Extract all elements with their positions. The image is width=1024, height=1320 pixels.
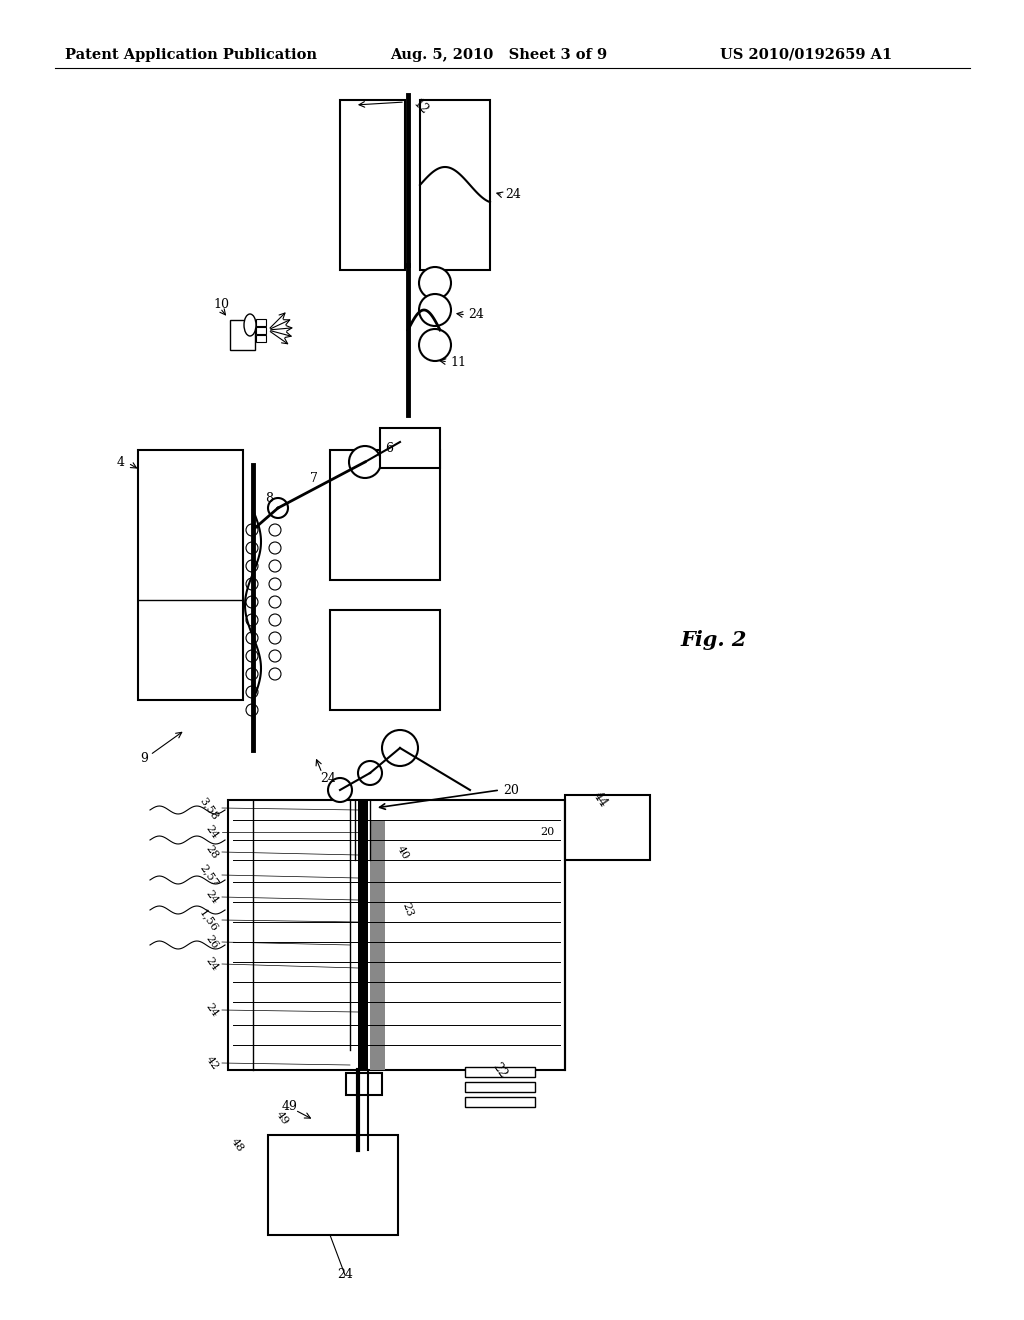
Circle shape	[246, 524, 258, 536]
Text: 22: 22	[490, 1060, 510, 1080]
Text: 9: 9	[140, 751, 147, 764]
Circle shape	[246, 704, 258, 715]
Circle shape	[358, 762, 382, 785]
Text: 49: 49	[273, 1109, 290, 1127]
Circle shape	[269, 649, 281, 663]
Text: Fig. 2: Fig. 2	[680, 630, 746, 649]
Text: 24: 24	[204, 824, 220, 841]
Bar	[230, 319, 255, 350]
Bar	[420, 100, 490, 271]
Text: 40: 40	[395, 845, 411, 862]
Text: 20: 20	[503, 784, 519, 796]
Bar	[256, 327, 266, 334]
Text: 11: 11	[450, 355, 466, 368]
Circle shape	[246, 560, 258, 572]
Circle shape	[382, 730, 418, 766]
Text: 44: 44	[590, 789, 610, 810]
Text: 8: 8	[265, 491, 273, 504]
Bar	[228, 800, 565, 1071]
Text: 6: 6	[385, 441, 393, 454]
Text: 24: 24	[204, 956, 220, 973]
Text: 24: 24	[468, 309, 484, 322]
Circle shape	[269, 614, 281, 626]
Circle shape	[246, 668, 258, 680]
Text: 26: 26	[204, 933, 220, 950]
Circle shape	[246, 597, 258, 609]
Circle shape	[349, 446, 381, 478]
Bar	[565, 795, 650, 861]
Bar	[465, 1082, 535, 1092]
Ellipse shape	[244, 314, 256, 337]
Circle shape	[269, 668, 281, 680]
Text: 28: 28	[204, 843, 220, 861]
Text: 12: 12	[410, 96, 430, 117]
Circle shape	[269, 632, 281, 644]
Circle shape	[269, 524, 281, 536]
Bar	[330, 610, 440, 710]
Circle shape	[269, 543, 281, 554]
Text: 42: 42	[204, 1055, 220, 1072]
Text: 49: 49	[282, 1101, 298, 1114]
Text: 1,56: 1,56	[198, 907, 220, 933]
Text: 20: 20	[540, 828, 554, 837]
Circle shape	[246, 578, 258, 590]
Circle shape	[246, 649, 258, 663]
Circle shape	[269, 597, 281, 609]
Circle shape	[246, 614, 258, 626]
Circle shape	[328, 777, 352, 803]
Text: 4: 4	[117, 455, 125, 469]
Circle shape	[419, 294, 451, 326]
Text: 48: 48	[228, 1137, 245, 1154]
Bar	[256, 319, 266, 326]
Bar	[268, 1135, 398, 1236]
Text: 7: 7	[310, 471, 317, 484]
Text: 24: 24	[204, 888, 220, 906]
Bar	[138, 562, 243, 700]
Text: Aug. 5, 2010   Sheet 3 of 9: Aug. 5, 2010 Sheet 3 of 9	[390, 48, 607, 62]
Circle shape	[419, 329, 451, 360]
Circle shape	[246, 543, 258, 554]
Bar	[465, 1067, 535, 1077]
Bar	[380, 428, 440, 469]
Circle shape	[269, 578, 281, 590]
Bar	[330, 450, 440, 579]
Bar	[465, 1097, 535, 1107]
Text: 23: 23	[400, 902, 415, 919]
Text: 24: 24	[319, 771, 336, 784]
Text: 2,57: 2,57	[198, 862, 220, 888]
Text: 3,58: 3,58	[198, 795, 220, 821]
Bar	[256, 335, 266, 342]
Text: 10: 10	[213, 298, 229, 312]
Bar	[138, 450, 243, 700]
Bar	[346, 1073, 382, 1096]
Circle shape	[246, 686, 258, 698]
Bar	[340, 100, 406, 271]
Text: 24: 24	[505, 189, 521, 202]
Text: 24: 24	[204, 1002, 220, 1019]
Text: US 2010/0192659 A1: US 2010/0192659 A1	[720, 48, 892, 62]
Text: 24: 24	[337, 1269, 353, 1282]
Circle shape	[419, 267, 451, 300]
Circle shape	[246, 632, 258, 644]
Text: Patent Application Publication: Patent Application Publication	[65, 48, 317, 62]
Circle shape	[269, 560, 281, 572]
Circle shape	[268, 498, 288, 517]
